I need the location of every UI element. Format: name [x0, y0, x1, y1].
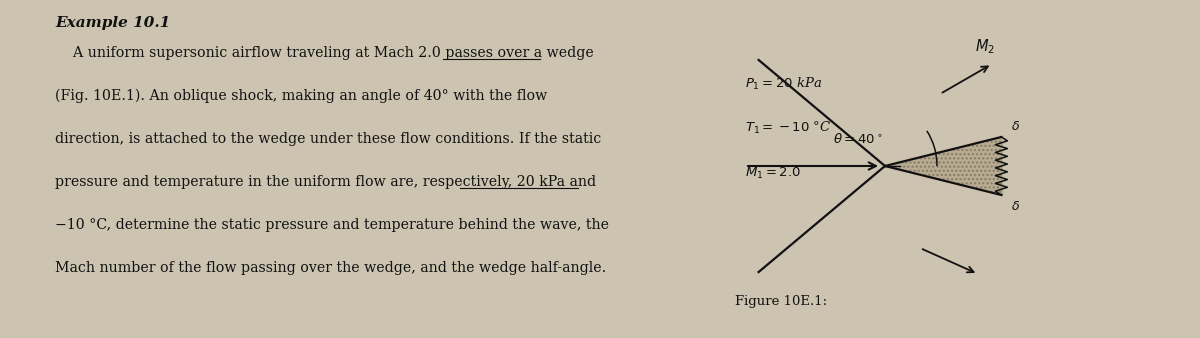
- Text: Mach number of the flow passing over the wedge, and the wedge half-angle.: Mach number of the flow passing over the…: [55, 261, 606, 275]
- Text: $M_2$: $M_2$: [974, 37, 995, 56]
- Text: $T_1 = -10$ °C: $T_1 = -10$ °C: [745, 120, 832, 136]
- Text: $\delta$: $\delta$: [1012, 120, 1020, 132]
- Text: A uniform supersonic airflow traveling at Mach 2.0 passes over a wedge: A uniform supersonic airflow traveling a…: [55, 46, 594, 60]
- Text: $P_1 = 20$ kPa: $P_1 = 20$ kPa: [745, 76, 822, 92]
- Text: Figure 10E.1:: Figure 10E.1:: [734, 295, 827, 308]
- Text: $M_1 = 2.0$: $M_1 = 2.0$: [745, 166, 802, 181]
- Text: $\delta$: $\delta$: [1012, 199, 1020, 213]
- Text: (Fig. 10E.1). An oblique shock, making an angle of 40° with the flow: (Fig. 10E.1). An oblique shock, making a…: [55, 89, 547, 103]
- Text: $\theta = 40^\circ$: $\theta = 40^\circ$: [833, 132, 882, 146]
- Text: Example 10.1: Example 10.1: [55, 16, 170, 30]
- Polygon shape: [886, 137, 1008, 195]
- Text: −10 °C, determine the static pressure and temperature behind the wave, the: −10 °C, determine the static pressure an…: [55, 218, 610, 232]
- Text: pressure and temperature in the uniform flow are, respectively, 20 kPa and: pressure and temperature in the uniform …: [55, 175, 596, 189]
- Text: direction, is attached to the wedge under these flow conditions. If the static: direction, is attached to the wedge unde…: [55, 132, 601, 146]
